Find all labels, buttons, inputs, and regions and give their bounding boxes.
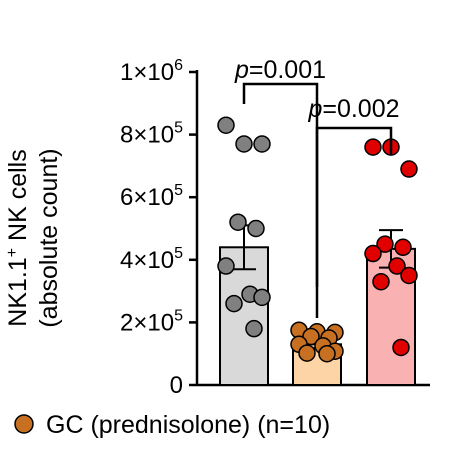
data-point xyxy=(298,344,316,362)
y-tick-label-exponent: 5 xyxy=(174,245,183,262)
data-points xyxy=(217,116,418,363)
data-point xyxy=(217,116,235,134)
legend-label: GC (prednisolone) (n=10) xyxy=(46,411,330,439)
data-point xyxy=(392,338,410,357)
y-tick-label: 2×105 xyxy=(120,307,183,336)
y-tick-label-base: 2×10 xyxy=(120,309,174,336)
significance-label-value: =0.002 xyxy=(322,95,399,123)
y-tick-label: 0 xyxy=(170,372,183,399)
data-point xyxy=(247,219,265,238)
data-point xyxy=(217,257,235,275)
data-point xyxy=(253,135,271,153)
y-tick-label-exponent: 5 xyxy=(174,307,183,324)
data-point xyxy=(394,238,412,257)
y-axis-label-rest: NK cells xyxy=(4,149,32,248)
y-tick-label-exponent: 5 xyxy=(174,120,183,137)
y-tick-label: 1×106 xyxy=(120,57,183,86)
data-point xyxy=(364,244,382,263)
y-axis-label: NK1.1+ NK cells (absolute count) xyxy=(4,148,63,327)
bar xyxy=(219,246,269,386)
y-tick-label-base: 6×10 xyxy=(120,184,174,211)
y-axis-label-main: NK1.1 xyxy=(4,257,32,326)
y-tick-label: 6×105 xyxy=(120,182,183,211)
data-point xyxy=(400,266,418,285)
y-tick-label-base: 0 xyxy=(170,372,183,399)
data-point xyxy=(253,288,271,307)
legend: GC (prednisolone) (n=10) xyxy=(14,411,330,439)
y-axis-label-line2: (absolute count) xyxy=(35,148,63,327)
data-point xyxy=(302,327,320,346)
significance-label: p=0.001 xyxy=(234,56,326,84)
significance-label: p=0.002 xyxy=(307,95,399,123)
data-point xyxy=(364,138,382,156)
data-point xyxy=(229,213,247,231)
y-tick-label: 8×105 xyxy=(120,120,183,149)
data-point xyxy=(400,160,418,178)
y-tick-label-base: 8×10 xyxy=(120,122,174,149)
y-tick-label-exponent: 6 xyxy=(174,57,183,74)
svg-text:NK1.1+ NK cells: NK1.1+ NK cells xyxy=(4,149,32,326)
data-point xyxy=(372,272,390,291)
data-point xyxy=(235,135,253,153)
significance-label-p: p xyxy=(234,56,249,84)
data-point xyxy=(225,294,243,313)
y-tick-label-base: 1×10 xyxy=(120,59,174,86)
data-point xyxy=(388,257,406,275)
significance-label-p: p xyxy=(307,95,322,123)
y-tick-label-exponent: 5 xyxy=(174,182,183,199)
y-axis-label-sup: + xyxy=(4,248,21,257)
significance-label-value: =0.001 xyxy=(249,56,326,84)
significance-bracket xyxy=(315,126,393,287)
data-point xyxy=(245,319,263,338)
data-point xyxy=(318,344,336,363)
legend-marker xyxy=(14,414,34,434)
y-tick-label: 4×105 xyxy=(120,245,183,274)
y-tick-label-base: 4×10 xyxy=(120,247,174,274)
data-point xyxy=(376,235,394,253)
